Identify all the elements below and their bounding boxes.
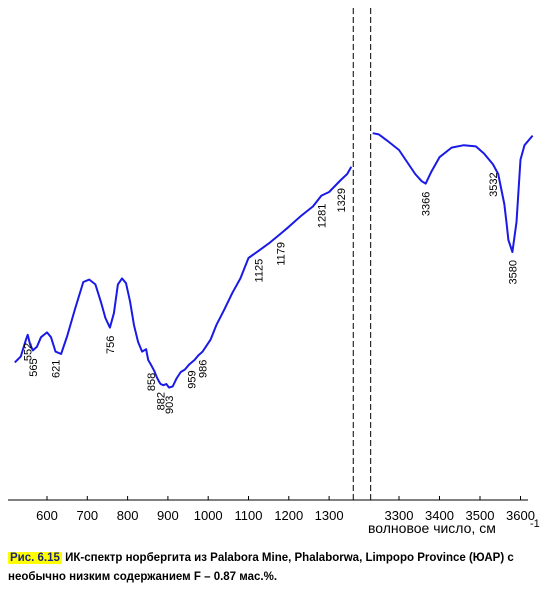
x-tick-label: 1200 xyxy=(274,508,303,523)
peak-label: 959 xyxy=(187,370,199,388)
peak-label: 1281 xyxy=(316,204,328,228)
x-axis-title: волновое число, см xyxy=(368,520,496,536)
axis-break xyxy=(352,8,372,500)
peak-label: 3532 xyxy=(488,172,500,196)
x-axis-title-superscript: -1 xyxy=(530,518,540,530)
peak-label: 3580 xyxy=(507,260,519,284)
x-tick-label: 3300 xyxy=(385,508,414,523)
figure-number: Рис. 6.15 xyxy=(8,552,62,564)
peak-label: 903 xyxy=(164,396,176,414)
peak-label: 1179 xyxy=(275,242,287,266)
x-tick-label: 1000 xyxy=(194,508,223,523)
figure-caption: Рис. 6.15 ИК-спектр норбергита из Palabo… xyxy=(8,549,528,587)
x-tick-label: 600 xyxy=(36,508,58,523)
x-tick-label: 3400 xyxy=(425,508,454,523)
x-tick-label: 800 xyxy=(117,508,139,523)
x-tick-label: 1300 xyxy=(315,508,344,523)
spectrum-line xyxy=(14,166,353,389)
peak-label: 552 xyxy=(23,343,35,361)
peak-label: 565 xyxy=(28,358,40,376)
ir-spectrum-chart: 600 700 800 900 1000 1100 1200 1300 3300 3400 3500… xyxy=(8,8,540,536)
peak-label: 621 xyxy=(50,360,62,378)
x-tick-label: 900 xyxy=(157,508,179,523)
peak-label: 986 xyxy=(198,360,210,378)
x-tick-label: 1100 xyxy=(235,508,263,523)
peak-label: 3366 xyxy=(421,192,433,216)
peak-label: 1125 xyxy=(254,259,266,283)
axis-layer: 600 700 800 900 1000 1100 1200 1300 3300 3400 3500… xyxy=(8,496,535,523)
series-layer xyxy=(14,132,534,389)
peak-label: 858 xyxy=(146,373,158,391)
x-tick-label: 3600 xyxy=(506,508,535,523)
x-tick-label: 3500 xyxy=(466,508,495,523)
caption-text: ИК-спектр норбергита из Palabora Mine, P… xyxy=(8,552,514,583)
peak-label: 882 xyxy=(156,392,168,410)
peak-label: 756 xyxy=(105,336,117,354)
x-tick-label: 700 xyxy=(76,508,98,523)
peak-label: 1329 xyxy=(336,188,348,212)
spectrum-line xyxy=(372,132,534,253)
